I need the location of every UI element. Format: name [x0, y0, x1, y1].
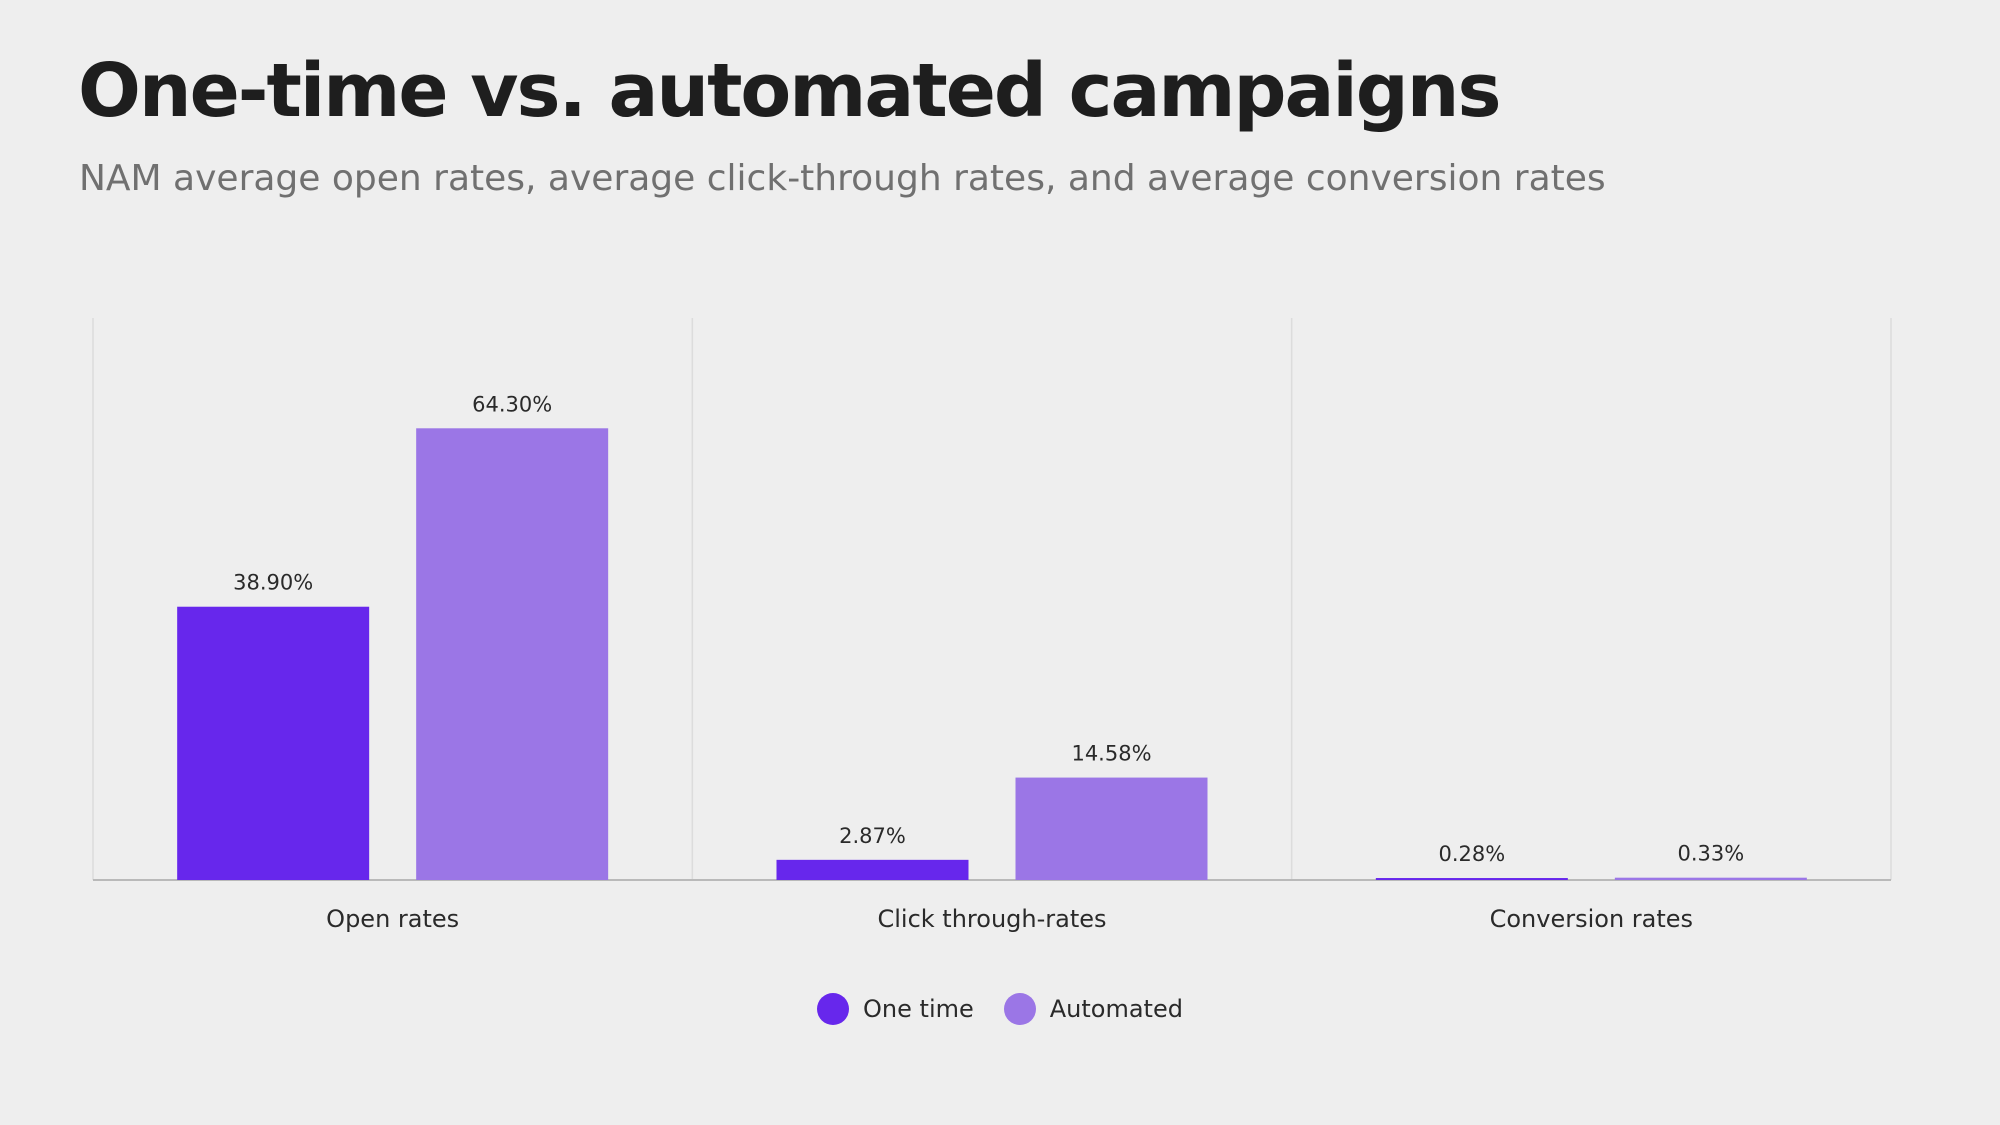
- data-label: 38.90%: [233, 571, 313, 595]
- bar-automated: [1015, 777, 1208, 880]
- bar-automated: [1614, 877, 1807, 880]
- legend-swatch-one-time: [817, 993, 850, 1025]
- legend-label-one-time: One time: [863, 995, 974, 1023]
- data-label: 0.33%: [1677, 842, 1744, 866]
- data-label: 64.30%: [472, 392, 552, 416]
- legend-label-automated: Automated: [1049, 995, 1183, 1023]
- bar-automated: [416, 428, 609, 880]
- data-label: 2.87%: [839, 824, 906, 848]
- category-label: Conversion rates: [1490, 905, 1693, 933]
- chart-legend: One time Automated: [0, 993, 2000, 1025]
- data-label: 14.58%: [1071, 742, 1151, 766]
- category-label: Open rates: [326, 905, 459, 933]
- page-subtitle: NAM average open rates, average click-th…: [79, 158, 1606, 199]
- legend-item-automated: Automated: [1003, 993, 1183, 1025]
- category-label: Click through-rates: [877, 905, 1106, 933]
- page-title: One-time vs. automated campaigns: [78, 48, 1501, 134]
- legend-item-one-time: One time: [817, 993, 974, 1025]
- legend-swatch-automated: [1003, 993, 1036, 1025]
- bar-one-time: [177, 606, 370, 880]
- bar-one-time: [776, 859, 969, 880]
- bar-one-time: [1375, 878, 1568, 880]
- data-label: 0.28%: [1438, 842, 1505, 866]
